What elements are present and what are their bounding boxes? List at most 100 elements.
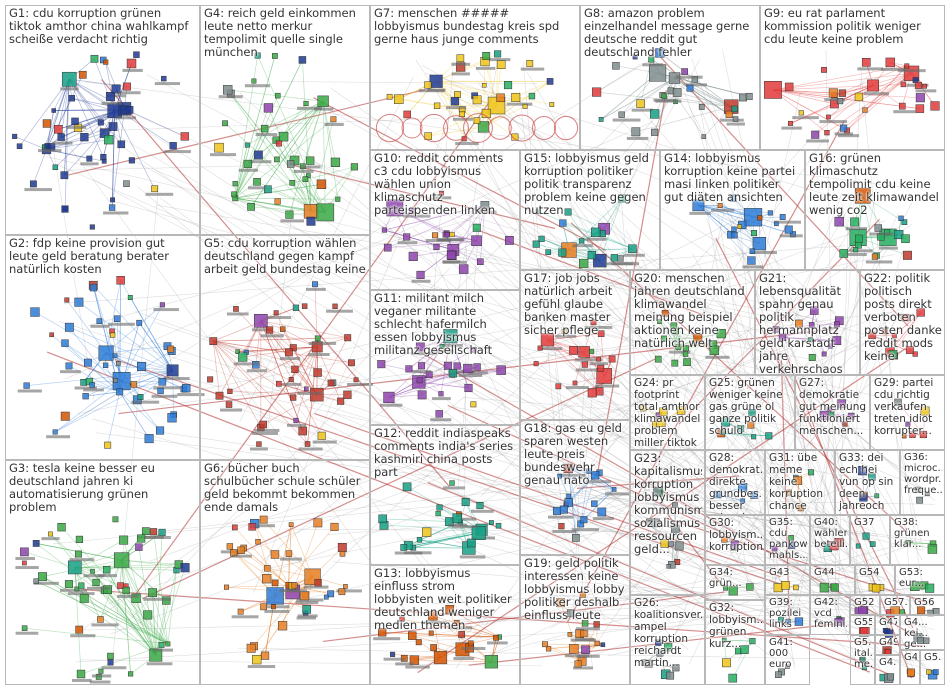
edge [417, 347, 907, 674]
edge [112, 184, 160, 660]
node-avatar [672, 664, 680, 672]
node-avatar [126, 58, 137, 69]
self-loop [531, 115, 557, 141]
node-avatar [253, 178, 261, 186]
node-avatar [511, 92, 521, 102]
node-avatar [113, 378, 119, 383]
intra-edge [212, 341, 220, 396]
group-label: G7: menschen ##### lobbyismus bundestag … [374, 7, 560, 46]
node-avatar [104, 135, 114, 145]
node-avatar [449, 480, 455, 486]
edge [554, 579, 886, 606]
node-avatar [314, 579, 322, 587]
group-label: G36: microc... wordpr... freque... [904, 452, 942, 496]
node-label-mark [33, 581, 59, 585]
group-box-g32: G32: lobbyism... grünen kurz... [705, 600, 765, 685]
node-avatar [861, 664, 867, 671]
node-avatar [898, 102, 906, 110]
intra-edge [74, 567, 177, 571]
edge [95, 357, 923, 551]
intra-edge [111, 108, 125, 208]
group-label: G42: vcd femini... [814, 597, 847, 630]
intra-edge [155, 600, 167, 656]
node-avatar [103, 59, 109, 65]
edge [582, 205, 921, 487]
group-box-g52: G52 [850, 595, 880, 615]
node-avatar [771, 545, 778, 552]
node-avatar [264, 565, 271, 572]
node-label-mark [448, 370, 475, 374]
node-label-mark [231, 615, 259, 619]
node-avatar [273, 310, 279, 316]
group-box-g45: G4... kei... ge... [900, 615, 945, 650]
node-label-mark [432, 196, 452, 200]
intra-edge [724, 639, 753, 642]
node-avatar [235, 349, 240, 354]
node-avatar [840, 124, 848, 132]
intra-edge [772, 89, 835, 105]
node-avatar [84, 358, 92, 367]
node-avatar [558, 523, 565, 530]
node-avatar [618, 194, 627, 203]
node-label-mark [433, 349, 455, 353]
node-label-mark [70, 634, 96, 638]
intra-edge [213, 340, 357, 381]
node-label-mark [573, 666, 594, 670]
intra-edge [436, 80, 501, 99]
node-label-mark [685, 83, 707, 87]
group-g7-nodes [375, 50, 579, 146]
node-avatar [439, 190, 444, 196]
node-avatar [930, 101, 940, 111]
node-label-mark [296, 616, 316, 620]
node-avatar [488, 520, 494, 525]
node-avatar [226, 543, 234, 550]
node-label-mark [395, 662, 414, 666]
edge [465, 224, 913, 515]
group-label: G26: koalitionsver... ampel korruption r… [634, 597, 702, 669]
node-avatar [535, 209, 541, 215]
edge [456, 481, 720, 544]
edge [548, 204, 902, 605]
node-avatar [262, 574, 272, 584]
edge [619, 187, 650, 541]
node-label-mark [470, 509, 494, 513]
node-label-mark [266, 605, 290, 609]
intra-edge [403, 532, 479, 548]
edge [567, 340, 727, 354]
group-label: G40: wählen beteili... [814, 517, 847, 550]
group-label: G4... kei... ge... [904, 617, 928, 650]
node-avatar [808, 353, 816, 361]
group-g34-nodes [723, 583, 754, 596]
intra-edge [263, 519, 313, 577]
intra-edge [275, 312, 318, 395]
edge [581, 319, 601, 499]
edge [110, 330, 897, 635]
group-label: G4: reich geld einkommen leute netto mer… [204, 7, 356, 59]
node-avatar [432, 232, 438, 239]
node-avatar [304, 386, 309, 392]
edge [697, 90, 796, 669]
group-label: G13: lobbyismus einfluss strom lobbyiste… [374, 567, 512, 632]
intra-edge [908, 542, 934, 545]
node-avatar [728, 673, 738, 683]
edge [563, 497, 935, 505]
node-avatar [105, 92, 115, 102]
node-label-mark [411, 279, 431, 283]
node-label-mark [90, 324, 110, 328]
node-avatar [137, 534, 146, 543]
edge [53, 471, 782, 545]
node-avatar [545, 249, 552, 255]
node-label-mark [893, 110, 917, 114]
intra-edge [406, 486, 482, 531]
node-label-mark [397, 241, 418, 245]
edge [253, 90, 461, 593]
node-label-mark [238, 168, 258, 172]
node-avatar [128, 157, 135, 164]
node-avatar [737, 425, 745, 433]
node-avatar [386, 93, 393, 100]
edge [704, 309, 842, 623]
node-avatar [116, 388, 124, 396]
node-avatar [289, 179, 296, 186]
node-label-mark [347, 383, 373, 387]
edge [308, 414, 718, 628]
